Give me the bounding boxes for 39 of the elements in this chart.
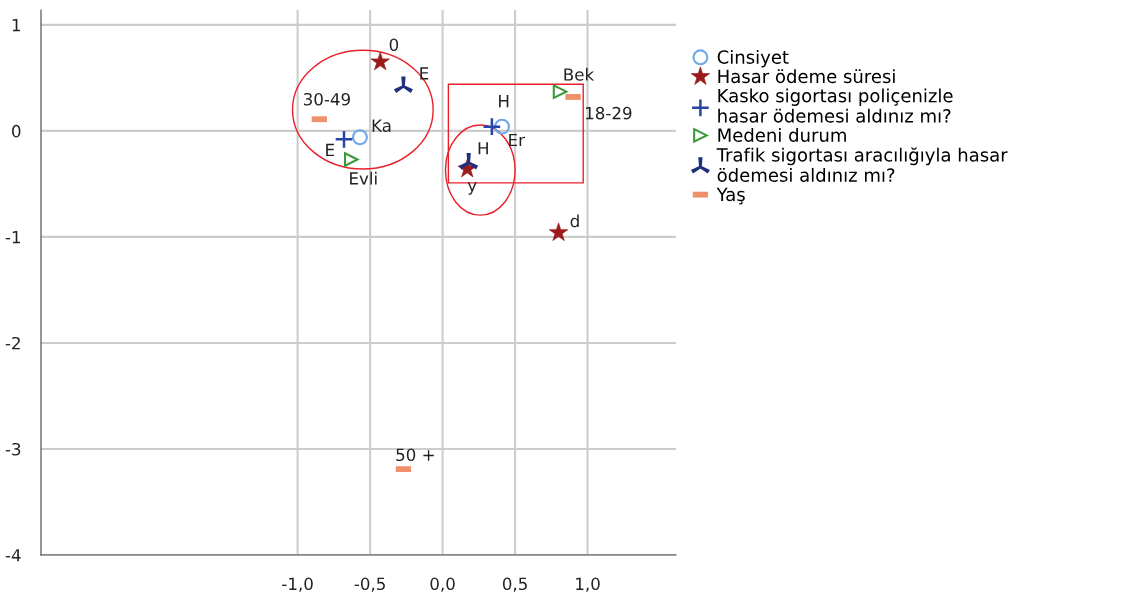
point [393, 76, 413, 94]
annotation: Er [509, 133, 525, 147]
x-tick-label: 1,0 [576, 577, 600, 592]
point [552, 84, 568, 99]
annotation: E [420, 67, 429, 80]
annotation: y [467, 182, 477, 195]
point [459, 152, 479, 170]
annotation: H [478, 142, 488, 155]
annotation: E [326, 143, 335, 157]
legend-label: Cinsiyet [717, 49, 789, 68]
x-tick-label: -0,5 [354, 577, 385, 592]
annotation: Evli [350, 171, 377, 185]
annotation: Ka [372, 119, 391, 132]
y-tick-label: -1 [5, 231, 21, 244]
legend-label: Trafik sigortası aracılığıyla hasar ödemesi aldınız mı? [716, 147, 1008, 182]
annotation: d [570, 214, 579, 228]
y-tick-label: -4 [5, 549, 21, 562]
y-tick-label: -3 [5, 442, 21, 456]
x-tick-label: 0,5 [502, 577, 527, 592]
point [494, 118, 511, 135]
legend-label: Yaş [716, 187, 745, 205]
point [343, 152, 359, 167]
annotation: 0 [389, 38, 399, 52]
point [334, 129, 354, 149]
legend-label: Kasko sigortası poliçenizle hasar ödemesi aldınız mı? [718, 88, 953, 123]
y-tick-label: -2 [5, 336, 20, 350]
annotation: 18-29 [586, 106, 632, 120]
legend-label: Medeni durum [718, 127, 846, 142]
annotation: H [499, 95, 509, 108]
annotation: 30-49 [303, 92, 350, 106]
point [351, 129, 368, 146]
y-tick-label: 0 [12, 124, 21, 138]
point [482, 117, 502, 137]
x-tick-label: -1,0 [282, 577, 313, 592]
annotation: Bek [564, 67, 595, 81]
annotation: 50 + [396, 448, 434, 462]
legend-label: Hasar ödeme süresi [718, 69, 895, 84]
y-tick-label: 1 [12, 19, 21, 32]
x-tick-label: 0,0 [430, 577, 455, 592]
